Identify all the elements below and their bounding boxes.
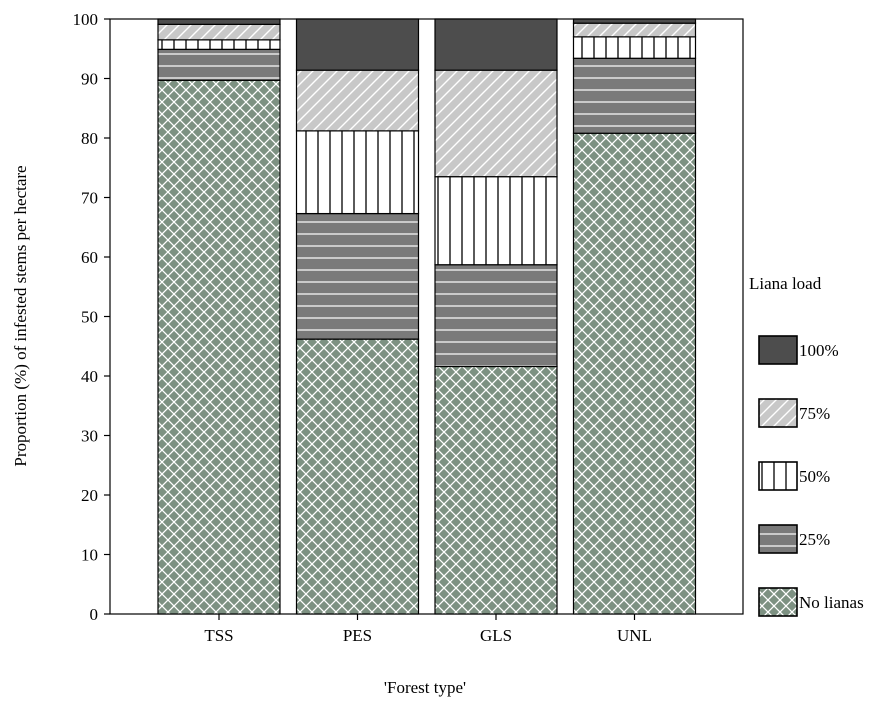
y-tick-label: 80 — [81, 129, 98, 148]
y-tick-label: 60 — [81, 248, 98, 267]
x-axis-label: 'Forest type' — [384, 678, 466, 697]
bar-segment — [434, 176, 558, 266]
legend-swatch — [758, 335, 798, 365]
bar-segment — [434, 69, 558, 178]
legend: 100% 75% 50% 25% No lianas — [758, 335, 864, 617]
bar-segment — [295, 130, 420, 215]
bar-segment — [572, 22, 697, 38]
y-tick-label: 20 — [81, 486, 98, 505]
legend-title: Liana load — [749, 274, 822, 293]
y-tick-label: 70 — [81, 189, 98, 208]
x-tick-label: TSS — [204, 626, 233, 645]
legend-label: No lianas — [799, 593, 864, 612]
legend-swatch — [758, 524, 798, 554]
y-tick-label: 50 — [81, 308, 98, 327]
y-tick-label: 0 — [90, 605, 99, 624]
bar-segment — [157, 48, 281, 81]
legend-swatch — [758, 587, 798, 617]
y-tick-label: 100 — [73, 10, 99, 29]
plot-area: 0 10 20 30 40 50 60 70 80 90 100 TSS PES GLS UNL — [73, 10, 744, 645]
bar-segment — [572, 57, 697, 134]
legend-swatch — [758, 461, 798, 491]
x-tick-label: UNL — [617, 626, 652, 645]
y-tick-label: 30 — [81, 427, 98, 446]
bar-segment — [157, 79, 281, 615]
bar-segment — [572, 36, 697, 59]
bar-segment — [434, 18, 558, 71]
x-tick-label: GLS — [480, 626, 512, 645]
x-tick-label: PES — [343, 626, 372, 645]
bar-segment — [295, 69, 420, 132]
y-tick-label: 40 — [81, 367, 98, 386]
y-tick-label: 10 — [81, 546, 98, 565]
bar-segment — [572, 18, 697, 24]
legend-label: 100% — [799, 341, 839, 360]
legend-label: 50% — [799, 467, 830, 486]
bar-segment — [157, 39, 281, 50]
bar-segment — [295, 18, 420, 71]
bar-segment — [157, 18, 281, 25]
bar-segment — [157, 23, 281, 41]
legend-label: 25% — [799, 530, 830, 549]
legend-swatch — [758, 398, 798, 428]
bar-segment — [295, 338, 420, 615]
bar-segment — [434, 264, 558, 368]
bar-segment — [434, 365, 558, 615]
bar-segment — [295, 212, 420, 340]
bar-segment — [572, 132, 697, 615]
y-axis-label: Proportion (%) of infested stems per hec… — [11, 165, 30, 466]
y-tick-label: 90 — [81, 70, 98, 89]
legend-label: 75% — [799, 404, 830, 423]
